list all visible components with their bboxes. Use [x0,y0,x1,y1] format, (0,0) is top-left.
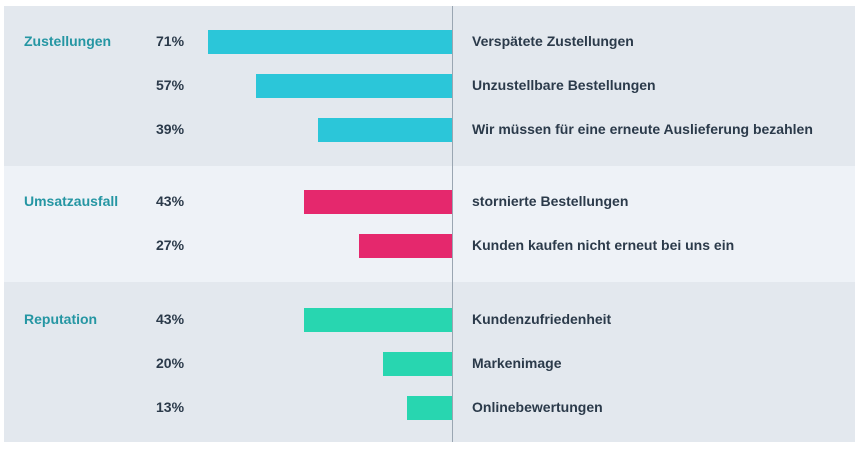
category-label: Kundenzufriedenheit [472,311,612,327]
value-label: 20% [156,355,185,371]
bar [208,30,452,54]
value-label: 43% [156,193,185,209]
group-band-umsatzausfall [4,166,855,282]
value-label: 39% [156,121,185,137]
category-label: Markenimage [472,355,562,371]
value-label: 57% [156,77,185,93]
value-label: 13% [156,399,185,415]
value-label: 27% [156,237,185,253]
axis-line [452,6,453,442]
category-label: stornierte Bestellungen [472,193,629,209]
group-label: Reputation [24,311,98,327]
value-label: 43% [156,311,185,327]
category-label: Onlinebewertungen [472,399,603,415]
bar [256,74,452,98]
category-label: Wir müssen für eine erneute Auslieferung… [472,121,813,137]
group-label: Umsatzausfall [24,193,119,209]
bar [359,234,452,258]
bar [407,396,452,420]
bar [383,352,452,376]
category-label: Verspätete Zustellungen [472,33,634,49]
category-label: Unzustellbare Bestellungen [472,77,656,93]
bar [304,308,452,332]
bar [304,190,452,214]
value-label: 71% [156,33,185,49]
category-label: Kunden kaufen nicht erneut bei uns ein [472,237,735,253]
group-label: Zustellungen [24,33,112,49]
bar [318,118,452,142]
